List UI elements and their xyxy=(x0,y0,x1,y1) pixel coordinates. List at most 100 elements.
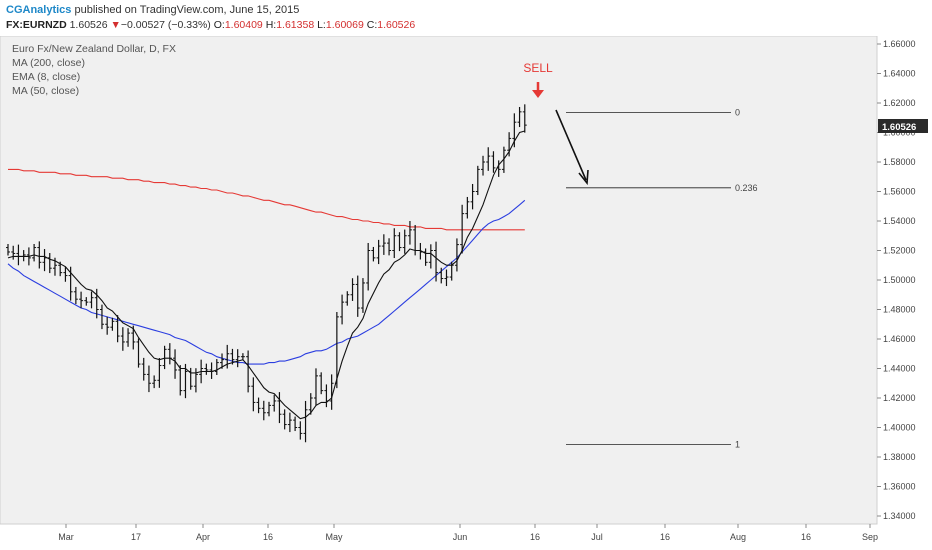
y-tick-label: 1.46000 xyxy=(883,334,916,344)
ohlc-bar xyxy=(272,394,277,412)
x-tick-label: Jul xyxy=(591,532,603,542)
ohlc-bar xyxy=(522,104,527,133)
ohlc-bar xyxy=(428,244,433,269)
ohlc-bar xyxy=(94,288,99,319)
x-tick-label: May xyxy=(325,532,343,542)
ohlc-bar xyxy=(146,365,151,393)
ohlc-bar xyxy=(37,241,42,269)
y-tick-label: 1.58000 xyxy=(883,157,916,167)
x-tick-label: Mar xyxy=(58,532,74,542)
publish-line: CGAnalytics published on TradingView.com… xyxy=(6,4,299,16)
ohlc-bar xyxy=(366,242,371,291)
ohlc-bar xyxy=(68,266,73,301)
ohlc-bar xyxy=(371,246,376,262)
ohlc-bar xyxy=(131,325,136,350)
ohlc-bar xyxy=(486,147,491,171)
ohlc-bar xyxy=(89,291,94,309)
ohlc-bar xyxy=(58,261,63,277)
ohlc-bar xyxy=(418,242,423,260)
ohlc-bar xyxy=(381,234,386,255)
ohlc-bar xyxy=(308,393,313,415)
x-tick-label: Jun xyxy=(453,532,468,542)
ohlc-bar xyxy=(120,327,125,351)
ohlc-bar xyxy=(84,297,89,306)
price-chart[interactable]: Euro Fx/New Zealand Dollar, D, FX MA (20… xyxy=(0,36,932,550)
y-tick-label: 1.44000 xyxy=(883,364,916,374)
open-value: 1.60409 xyxy=(224,19,263,31)
ohlc-bar xyxy=(235,349,240,368)
ohlc-bar xyxy=(173,349,178,379)
ema8-line xyxy=(7,130,525,420)
ohlc-bar xyxy=(183,363,188,399)
x-tick-label: 16 xyxy=(801,532,811,542)
ohlc-bar xyxy=(52,257,57,276)
ma50-line xyxy=(7,199,526,365)
ohlc-bar xyxy=(220,353,225,369)
ohlc-bar xyxy=(256,397,261,414)
ohlc-bar xyxy=(63,266,68,282)
ohlc-bar xyxy=(199,359,204,384)
ohlc-bar xyxy=(402,229,407,254)
ohlc-bar xyxy=(293,416,298,432)
ohlc-bar xyxy=(230,348,235,365)
fib-level-label: 0.236 xyxy=(735,183,758,193)
ohlc-bar xyxy=(209,362,214,379)
ohlc-bar xyxy=(73,286,78,305)
ohlc-bar xyxy=(360,278,365,313)
ohlc-bar xyxy=(126,328,131,347)
ohlc-bar xyxy=(267,401,271,417)
ohlc-bar xyxy=(449,261,454,281)
close-value: 1.60526 xyxy=(377,19,416,31)
ohlc-bar xyxy=(261,400,266,421)
ohlc-bar xyxy=(141,357,146,381)
ohlc-bar xyxy=(329,374,334,410)
y-tick-label: 1.36000 xyxy=(883,482,916,492)
ohlc-bar xyxy=(251,377,256,412)
ma200-line xyxy=(8,168,525,231)
ohlc-bar xyxy=(413,224,418,256)
indicator-lines xyxy=(7,130,526,420)
ohlc-bar xyxy=(423,248,428,266)
ohlc-bar xyxy=(6,244,10,256)
ohlc-bar xyxy=(350,278,355,301)
ohlc-bar xyxy=(152,375,157,389)
ohlc-bar xyxy=(496,160,501,177)
ohlc-bar xyxy=(79,291,84,309)
y-tick-label: 1.62000 xyxy=(883,98,916,108)
last-price-label: 1.60526 xyxy=(882,122,916,133)
fib-levels: 0 0.236 1 xyxy=(566,107,758,449)
x-axis: Mar 17 Apr 16 May Jun 16 Jul 16 Aug 16 Sep xyxy=(58,524,878,542)
ohlc-bar xyxy=(340,294,345,325)
author-link[interactable]: CGAnalytics xyxy=(6,4,72,16)
ohlc-bar xyxy=(481,155,486,176)
ohlc-bar xyxy=(324,384,329,408)
ohlc-bar xyxy=(407,221,412,245)
ohlc-bar xyxy=(162,345,167,370)
ohlc-bar xyxy=(287,412,292,433)
ohlc-bar xyxy=(42,249,47,272)
x-tick-label: 16 xyxy=(530,532,540,542)
ohlc-bar xyxy=(387,238,392,256)
ohlc-bar xyxy=(188,367,193,390)
ohlc-bar xyxy=(26,247,31,266)
close-label: C: xyxy=(366,19,378,31)
symbol: FX:EURNZD xyxy=(6,19,67,31)
y-tick-label: 1.38000 xyxy=(883,452,916,462)
y-tick-label: 1.42000 xyxy=(883,393,916,403)
ohlc-bar xyxy=(454,238,459,272)
x-tick-label: Sep xyxy=(862,532,878,542)
ohlc-bar xyxy=(465,196,470,219)
last-price-marker: 1.60526 xyxy=(878,119,928,133)
ohlc-bar xyxy=(47,253,52,274)
x-tick-label: 17 xyxy=(131,532,141,542)
sell-label: SELL xyxy=(523,61,553,75)
ohlc-bar xyxy=(355,275,360,317)
plot-area xyxy=(0,36,878,525)
last-price: 1.60526 xyxy=(69,19,108,31)
y-tick-label: 1.40000 xyxy=(883,423,916,433)
ohlc-bar xyxy=(392,228,397,259)
ohlc-bar xyxy=(501,146,506,173)
ohlc-bars xyxy=(6,104,527,443)
y-tick-label: 1.64000 xyxy=(883,69,916,79)
low-value: 1.60069 xyxy=(325,19,364,31)
